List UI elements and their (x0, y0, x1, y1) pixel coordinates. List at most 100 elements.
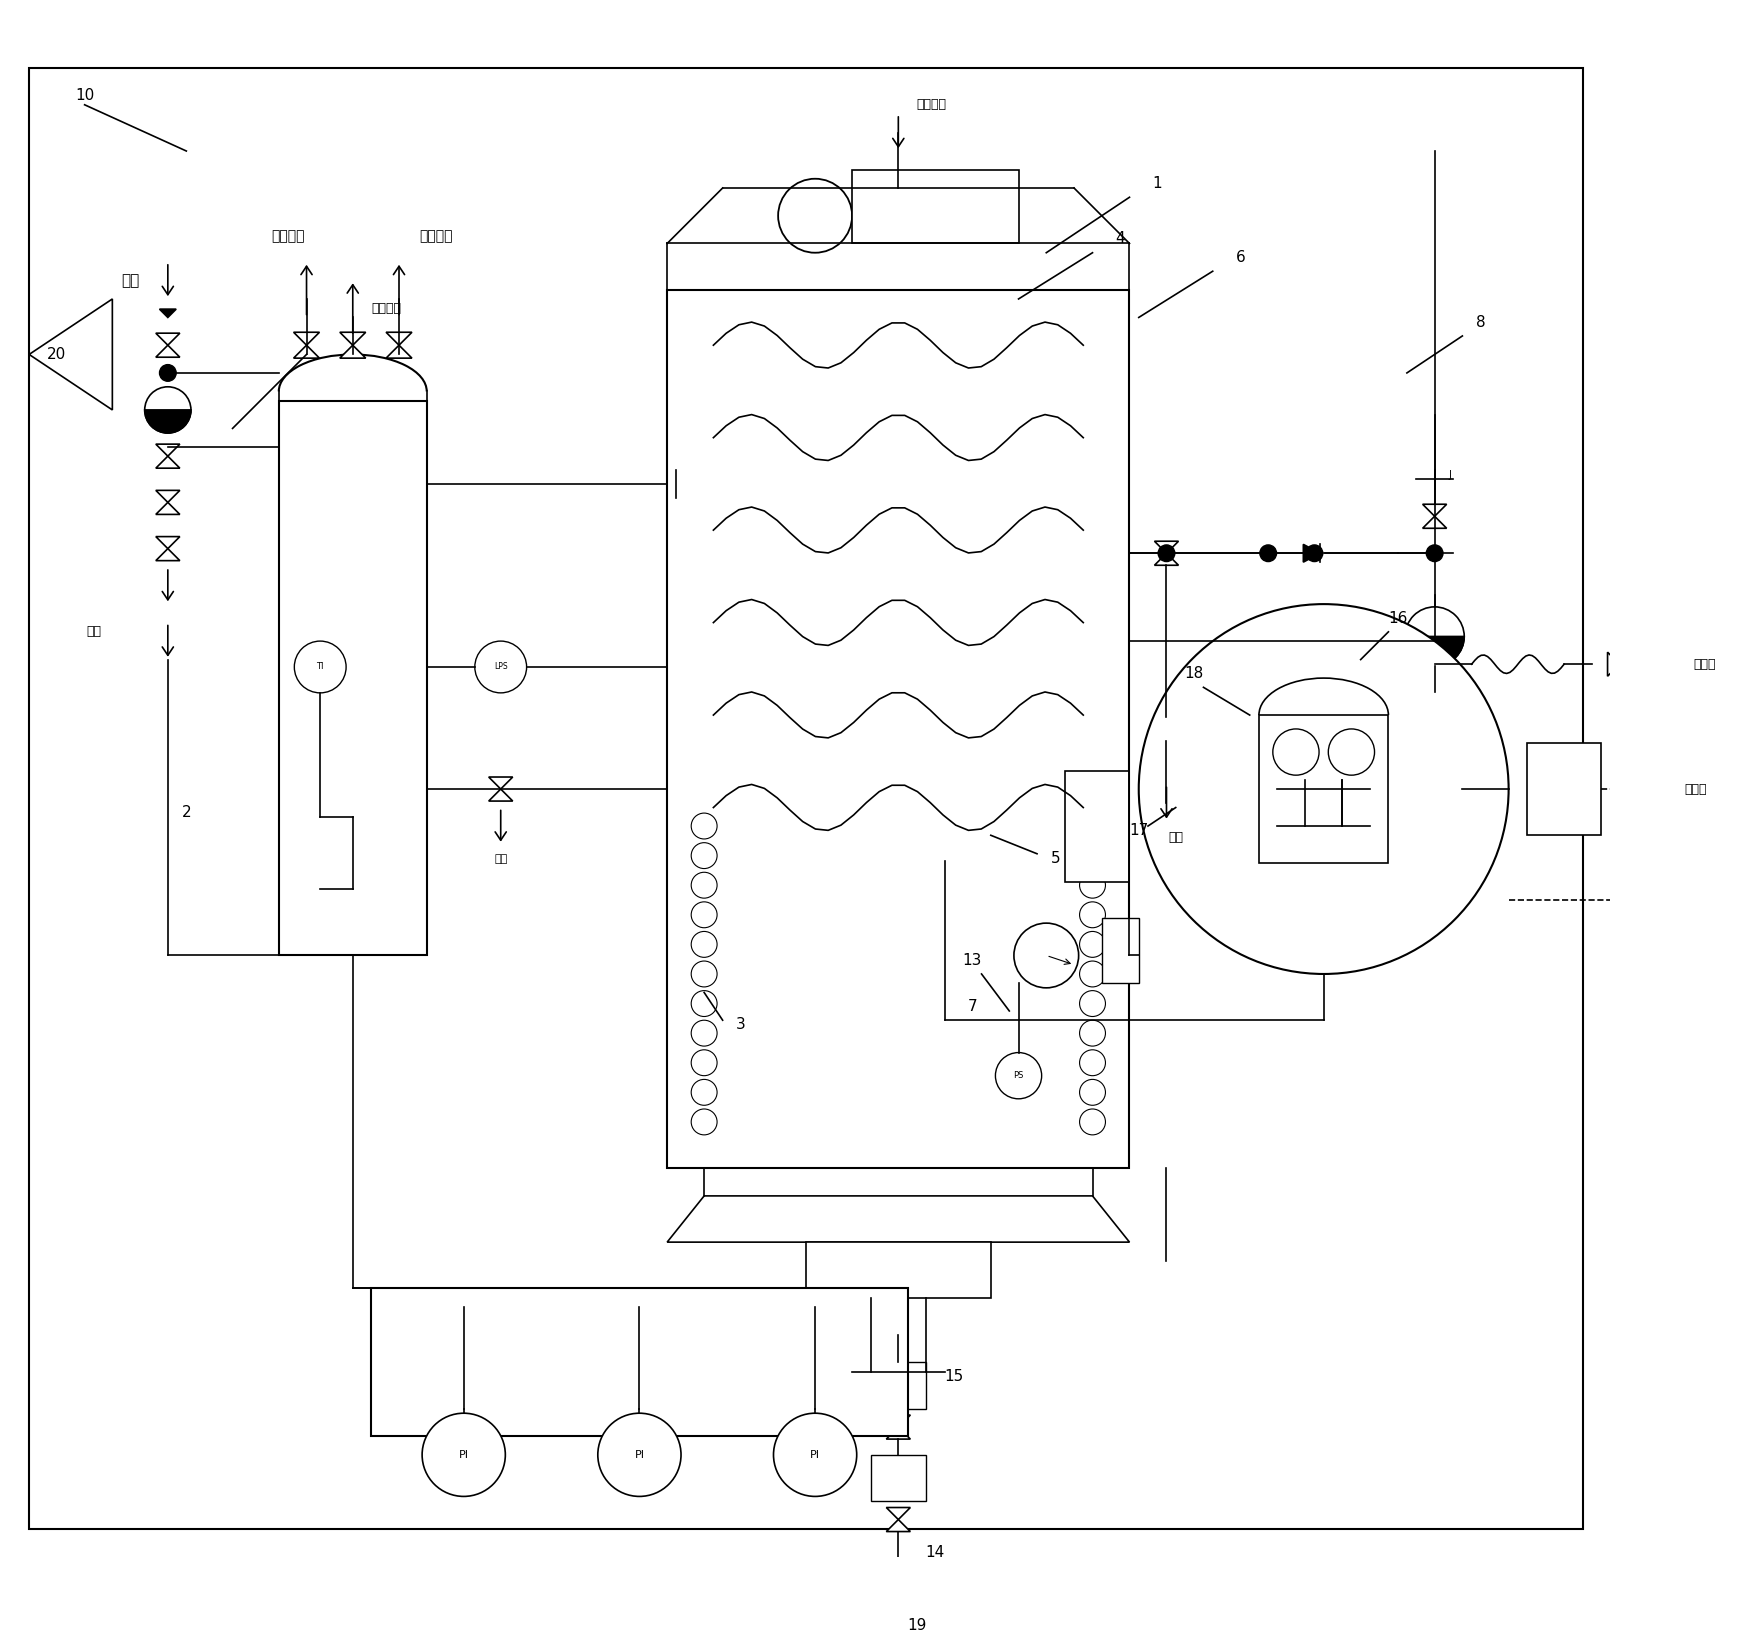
Circle shape (774, 1412, 857, 1497)
Circle shape (1080, 1108, 1106, 1135)
Polygon shape (1619, 653, 1631, 676)
Circle shape (1139, 605, 1509, 975)
Bar (852, 170, 1019, 243)
Circle shape (1158, 545, 1176, 562)
Polygon shape (294, 332, 320, 345)
Circle shape (690, 1021, 716, 1046)
Polygon shape (339, 332, 365, 345)
Text: 19: 19 (908, 1619, 927, 1634)
Circle shape (1080, 813, 1106, 839)
Text: 1: 1 (1153, 177, 1162, 192)
Text: 通往大气: 通往大气 (271, 230, 304, 243)
Text: 回水: 回水 (122, 273, 139, 287)
Text: 10: 10 (75, 88, 94, 102)
Polygon shape (157, 345, 179, 357)
Circle shape (1080, 961, 1106, 986)
Polygon shape (157, 334, 179, 345)
Circle shape (1080, 1079, 1106, 1105)
Polygon shape (887, 1508, 909, 1520)
Circle shape (1080, 1049, 1106, 1075)
Circle shape (1080, 1021, 1106, 1046)
Polygon shape (887, 1416, 909, 1427)
Text: 4: 4 (1115, 231, 1125, 246)
Text: J: J (1449, 469, 1452, 479)
Polygon shape (1423, 694, 1447, 705)
Circle shape (1306, 545, 1323, 562)
Circle shape (690, 843, 716, 869)
Polygon shape (157, 491, 179, 502)
Circle shape (690, 932, 716, 957)
Text: 排污: 排污 (1169, 831, 1183, 844)
Circle shape (1080, 843, 1106, 869)
Polygon shape (157, 456, 179, 468)
Text: 进油口: 进油口 (1685, 783, 1706, 796)
Text: 烟气出口: 烟气出口 (916, 97, 946, 111)
Bar (1103, 919, 1139, 983)
Circle shape (1273, 729, 1320, 775)
Wedge shape (144, 410, 191, 433)
Polygon shape (160, 309, 176, 317)
Circle shape (690, 991, 716, 1016)
Text: 8: 8 (1476, 314, 1485, 330)
Circle shape (690, 1079, 716, 1105)
Text: 16: 16 (1388, 611, 1407, 626)
Polygon shape (668, 1196, 1130, 1242)
Bar (1064, 770, 1130, 882)
Circle shape (995, 1052, 1042, 1099)
Circle shape (144, 387, 191, 433)
Bar (668, 289, 1130, 1168)
Text: 14: 14 (925, 1545, 944, 1559)
Polygon shape (294, 345, 320, 358)
Circle shape (690, 902, 716, 928)
Circle shape (1080, 872, 1106, 899)
Text: 15: 15 (944, 1370, 963, 1384)
Text: 蒸汽出口: 蒸汽出口 (370, 302, 402, 316)
Text: 6: 6 (1236, 249, 1245, 264)
Polygon shape (30, 299, 113, 410)
Polygon shape (1155, 729, 1179, 742)
Text: 17: 17 (1129, 823, 1148, 838)
Circle shape (1080, 932, 1106, 957)
Polygon shape (386, 332, 412, 345)
Circle shape (1080, 991, 1106, 1016)
Bar (370, 1289, 908, 1436)
Circle shape (423, 1412, 506, 1497)
Text: 通往大气: 通往大气 (419, 230, 452, 243)
Circle shape (777, 178, 852, 253)
Polygon shape (489, 790, 513, 801)
Bar (1527, 743, 1602, 836)
Text: PI: PI (459, 1450, 470, 1460)
Polygon shape (1423, 705, 1447, 719)
Bar (871, 1363, 927, 1409)
Circle shape (598, 1412, 682, 1497)
Circle shape (1329, 729, 1374, 775)
Polygon shape (1303, 545, 1320, 562)
Bar (805, 1242, 991, 1297)
Text: PI: PI (635, 1450, 645, 1460)
Polygon shape (1423, 504, 1447, 517)
Bar (871, 1455, 927, 1502)
Circle shape (690, 872, 716, 899)
Circle shape (690, 813, 716, 839)
Polygon shape (887, 1427, 909, 1439)
Polygon shape (489, 776, 513, 790)
Wedge shape (1405, 636, 1464, 666)
Circle shape (1080, 902, 1106, 928)
Polygon shape (157, 444, 179, 456)
Text: 排污: 排污 (87, 626, 101, 638)
Text: 7: 7 (967, 999, 977, 1014)
Circle shape (294, 641, 346, 692)
Circle shape (160, 365, 176, 382)
Text: 2: 2 (181, 805, 191, 819)
Polygon shape (1155, 553, 1179, 565)
Polygon shape (887, 1520, 909, 1531)
Text: 20: 20 (47, 347, 66, 362)
Text: 进水口: 进水口 (1694, 657, 1716, 671)
Bar (278, 401, 426, 955)
Polygon shape (1155, 542, 1179, 553)
Text: PI: PI (810, 1450, 821, 1460)
Text: 5: 5 (1050, 851, 1061, 866)
Polygon shape (386, 345, 412, 358)
Text: 3: 3 (736, 1018, 746, 1032)
Polygon shape (157, 537, 179, 548)
